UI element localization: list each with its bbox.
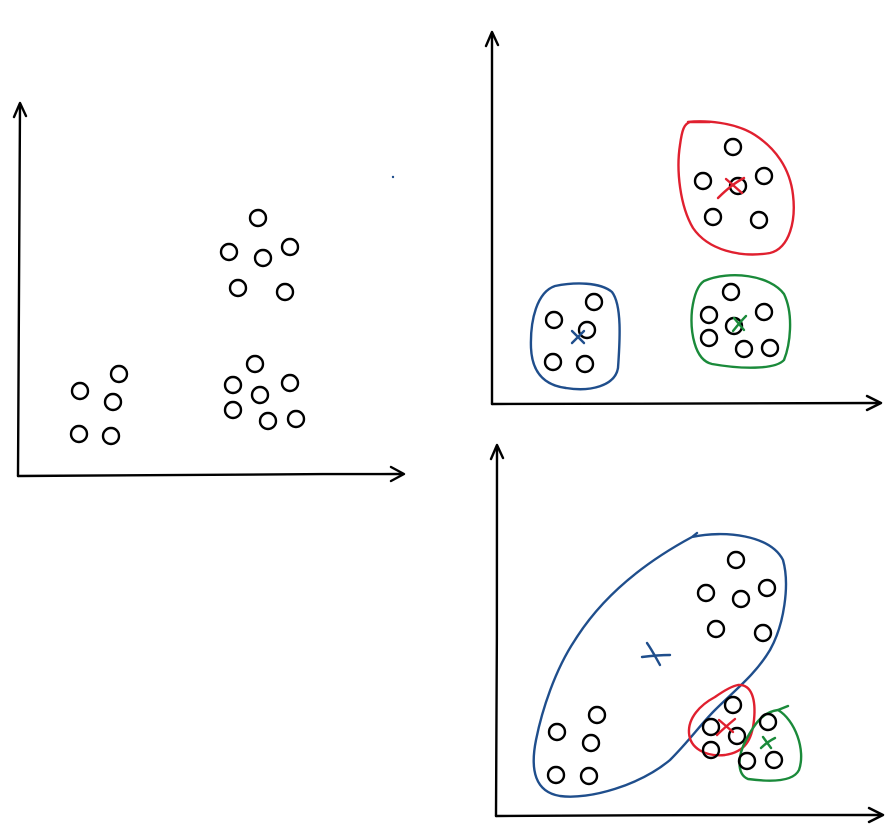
data-point (760, 338, 780, 358)
stray-dot (391, 175, 395, 179)
x-axis-arrowhead (389, 465, 406, 483)
data-point (723, 695, 743, 715)
cluster-blue (529, 282, 621, 391)
cluster-red (677, 120, 795, 256)
data-point (584, 292, 604, 312)
centroid-marker (640, 641, 672, 667)
cluster-outline (690, 274, 792, 369)
data-point (69, 424, 89, 444)
data-point (258, 411, 278, 431)
data-point (699, 328, 719, 348)
raw-data-plot (12, 101, 406, 483)
data-point (701, 740, 721, 760)
data-point (701, 717, 721, 737)
y-axis (16, 102, 22, 478)
data-point (726, 550, 746, 570)
data-point (581, 733, 601, 753)
data-point (248, 208, 268, 228)
data-points (69, 208, 306, 446)
cluster-outline (532, 531, 788, 798)
bad-clustering-plot (489, 443, 885, 824)
data-point (228, 278, 248, 298)
data-point (758, 712, 778, 732)
data-point (70, 381, 90, 401)
y-axis-arrowhead (489, 443, 505, 461)
data-point (757, 578, 777, 598)
data-point (731, 589, 751, 609)
cluster-green-small (737, 704, 803, 782)
data-point (727, 726, 747, 746)
data-point (575, 354, 595, 374)
cluster-outline (687, 683, 756, 757)
y-axis-arrowhead (484, 30, 500, 48)
data-point (587, 705, 607, 725)
y-axis (494, 444, 499, 818)
centroid-marker (570, 329, 586, 345)
data-point (749, 210, 769, 230)
axes (489, 443, 885, 824)
x-axis (490, 401, 882, 406)
axes (484, 30, 883, 412)
data-point (734, 339, 754, 359)
centroid-marker (759, 735, 777, 750)
data-point (579, 766, 599, 786)
data-point (699, 305, 719, 325)
x-axis (494, 813, 884, 818)
data-point (286, 409, 306, 429)
data-point (253, 248, 273, 268)
good-clustering-plot (484, 30, 883, 412)
centroid-marker (716, 176, 746, 200)
data-point (721, 282, 741, 302)
cluster-green (690, 274, 792, 369)
data-point (109, 364, 129, 384)
cluster-red-small (687, 683, 756, 760)
data-point (544, 310, 564, 330)
data-point (543, 352, 563, 372)
data-point (250, 385, 270, 405)
x-axis-arrowhead (867, 806, 885, 824)
cluster-outline (677, 120, 795, 256)
data-point (703, 207, 723, 227)
data-point (754, 302, 774, 322)
axes (12, 101, 406, 483)
data-point (547, 722, 567, 742)
data-point (546, 765, 566, 785)
data-point (101, 426, 121, 446)
data-point (275, 282, 295, 302)
x-axis (16, 472, 405, 478)
data-point (764, 750, 784, 770)
data-point (245, 354, 265, 374)
cluster-blue-merged (532, 531, 788, 798)
data-point (577, 320, 597, 340)
data-point (753, 623, 773, 643)
data-point (223, 400, 243, 420)
data-point (737, 751, 757, 771)
data-point (696, 583, 716, 603)
y-axis-arrowhead (12, 101, 28, 119)
data-point (280, 237, 300, 257)
data-point (723, 137, 743, 157)
data-point (280, 373, 300, 393)
centroid-marker (731, 314, 748, 333)
data-point (693, 171, 713, 191)
centroid-marker (715, 717, 737, 737)
data-point (754, 166, 774, 186)
cluster-outline (529, 282, 621, 391)
data-point (219, 242, 239, 262)
data-point (223, 375, 243, 395)
data-point (103, 392, 123, 412)
x-axis-arrowhead (865, 394, 883, 412)
cluster-outline (738, 704, 803, 782)
data-point (706, 619, 726, 639)
